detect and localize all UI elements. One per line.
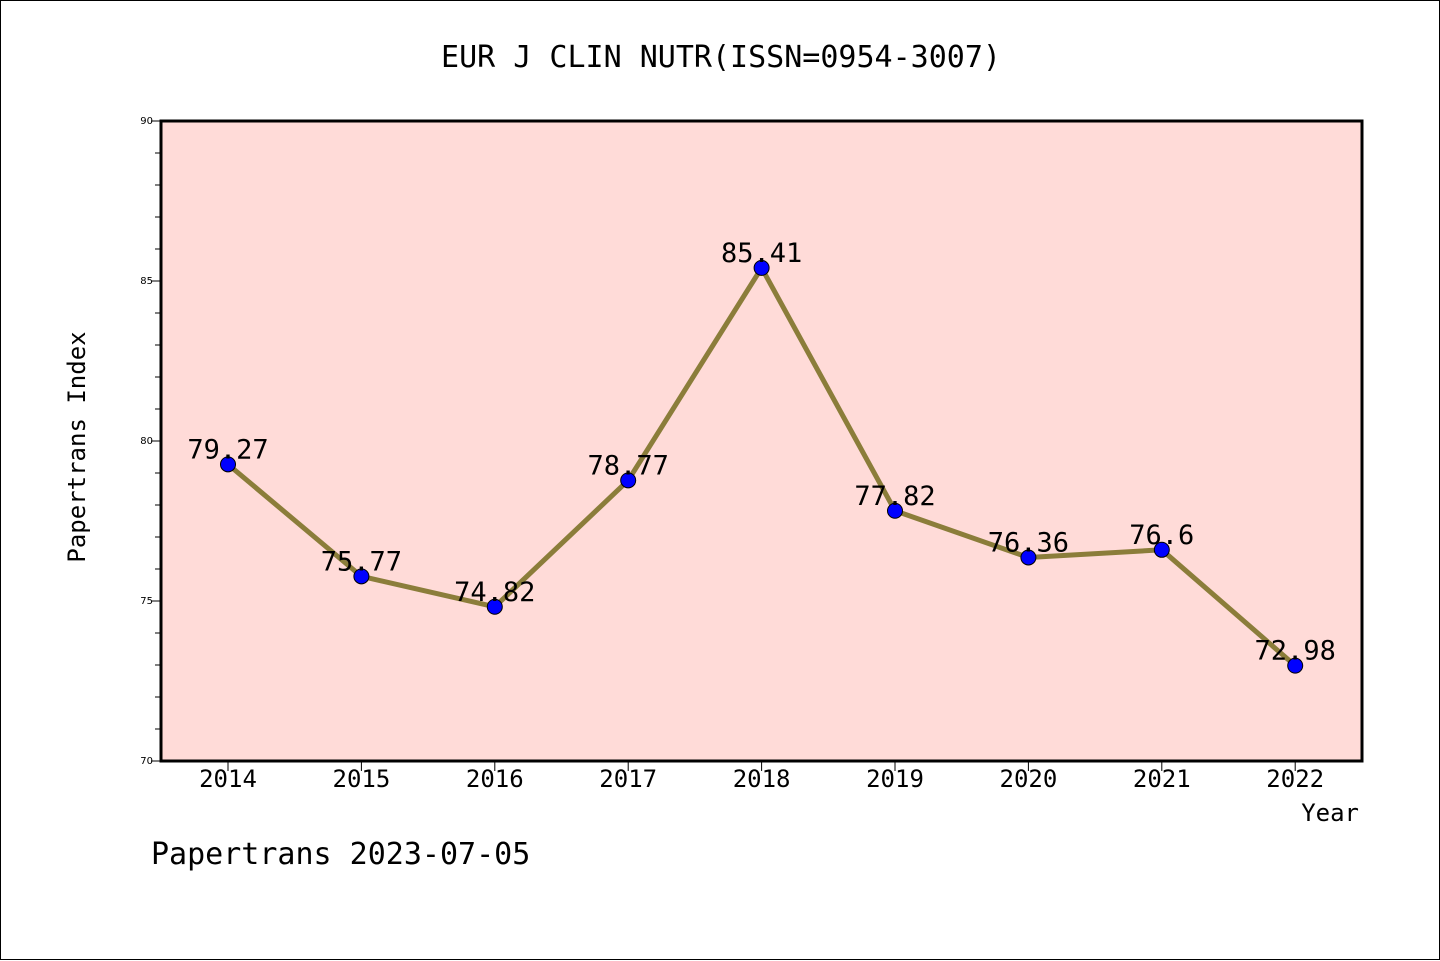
x-tick-label: 2018	[733, 765, 791, 793]
x-axis: 2014 2015 2016 2017 2018 2019 2020 2021 2022	[199, 761, 1324, 793]
y-tick-label: 70	[140, 756, 153, 767]
y-tick-label: 90	[140, 116, 153, 127]
data-point-2022	[1287, 657, 1304, 674]
data-label-2016: 74.82	[454, 577, 535, 608]
data-label-2019: 77.82	[854, 481, 935, 512]
x-tick-label: 2022	[1266, 765, 1324, 793]
data-point-2020	[1020, 549, 1037, 566]
data-point-2015	[353, 568, 370, 585]
y-tick-label: 80	[140, 436, 153, 447]
y-tick-label: 75	[140, 596, 153, 607]
data-point-2021	[1153, 541, 1170, 558]
x-tick-label: 2020	[1000, 765, 1058, 793]
data-label-2015: 75.77	[321, 546, 402, 577]
data-point-2017	[620, 472, 637, 489]
x-tick-label: 2014	[199, 765, 257, 793]
data-point-2014	[220, 456, 236, 473]
footer-text: Papertrans 2023-07-05	[151, 837, 530, 872]
x-tick-label: 2017	[599, 765, 657, 793]
data-label-2017: 78.77	[588, 450, 669, 481]
plot-area	[159, 119, 1364, 763]
data-label-2021: 76.6	[1129, 520, 1194, 551]
x-tick-label: 2019	[866, 765, 924, 793]
data-point-2016	[486, 598, 503, 615]
data-labels: 79.27 75.77 74.82 78.77 85.41 77.82 76.36 76.6 7…	[187, 238, 1335, 667]
data-label-2022: 72.98	[1255, 636, 1336, 667]
data-label-2018: 85.41	[721, 238, 802, 269]
y-axis: 70 75 80 85 90	[140, 116, 161, 767]
data-point-2019	[887, 502, 903, 519]
x-tick-label: 2021	[1133, 765, 1191, 793]
data-markers	[220, 259, 1304, 674]
x-axis-title: Year	[1301, 799, 1359, 827]
x-tick-label: 2015	[333, 765, 391, 793]
x-tick-label: 2016	[466, 765, 524, 793]
y-tick-label: 85	[140, 276, 153, 287]
data-label-2014: 79.27	[187, 434, 268, 465]
y-axis-title: Papertrans Index	[63, 331, 91, 562]
data-label-2020: 76.36	[988, 527, 1069, 558]
chart-title: EUR J CLIN NUTR(ISSN=0954-3007)	[441, 40, 1001, 75]
data-point-2018	[753, 259, 770, 276]
